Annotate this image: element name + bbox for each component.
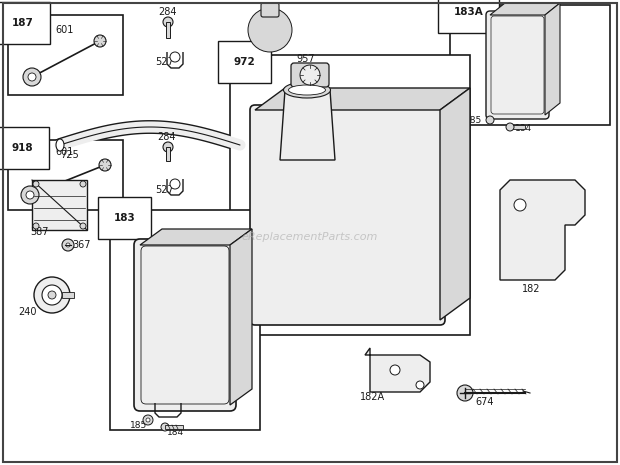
- Circle shape: [80, 181, 86, 187]
- Text: 184: 184: [515, 124, 532, 133]
- Text: 387: 387: [30, 227, 48, 237]
- Text: 918: 918: [12, 143, 33, 153]
- Polygon shape: [490, 3, 560, 15]
- Circle shape: [248, 8, 292, 52]
- Bar: [110, 210, 260, 430]
- Circle shape: [390, 365, 400, 375]
- Polygon shape: [230, 229, 252, 405]
- Circle shape: [163, 142, 173, 152]
- Ellipse shape: [283, 82, 330, 98]
- FancyBboxPatch shape: [291, 63, 329, 87]
- Bar: [32, 180, 87, 230]
- Circle shape: [33, 181, 39, 187]
- Circle shape: [506, 123, 514, 131]
- Polygon shape: [255, 88, 470, 110]
- Bar: [8, 15, 123, 95]
- Circle shape: [251, 11, 289, 49]
- Circle shape: [94, 35, 106, 47]
- Circle shape: [42, 285, 62, 305]
- Text: 284: 284: [157, 132, 175, 142]
- Polygon shape: [500, 180, 585, 280]
- Text: 185: 185: [465, 116, 482, 125]
- Bar: [230, 55, 470, 335]
- Text: 674: 674: [475, 397, 494, 407]
- Circle shape: [161, 423, 169, 431]
- Bar: [509, 125, 525, 129]
- Text: 601: 601: [55, 147, 73, 157]
- Bar: [62, 292, 74, 298]
- Polygon shape: [440, 88, 470, 320]
- Text: 972: 972: [234, 57, 255, 67]
- Text: 182A: 182A: [360, 392, 385, 402]
- Bar: [166, 147, 170, 161]
- FancyBboxPatch shape: [486, 11, 549, 119]
- Bar: [166, 22, 170, 38]
- Ellipse shape: [56, 139, 64, 151]
- Circle shape: [416, 381, 424, 389]
- Circle shape: [514, 199, 526, 211]
- Circle shape: [143, 415, 153, 425]
- Circle shape: [26, 191, 34, 199]
- Text: 185: 185: [130, 421, 148, 430]
- Circle shape: [21, 186, 39, 204]
- FancyBboxPatch shape: [261, 3, 279, 17]
- Circle shape: [99, 159, 111, 171]
- Text: 240: 240: [18, 307, 37, 317]
- Polygon shape: [280, 90, 335, 160]
- Bar: [165, 425, 183, 429]
- Circle shape: [300, 65, 320, 85]
- Polygon shape: [545, 3, 560, 115]
- Text: 182: 182: [522, 284, 541, 294]
- Circle shape: [33, 223, 39, 229]
- Text: 187: 187: [12, 18, 34, 28]
- Text: 183: 183: [114, 213, 136, 223]
- Text: eReplacementParts.com: eReplacementParts.com: [242, 232, 378, 242]
- Text: 527: 527: [155, 185, 174, 195]
- Text: 284: 284: [158, 7, 177, 17]
- Polygon shape: [365, 348, 430, 392]
- Circle shape: [254, 14, 286, 46]
- Text: 183A: 183A: [454, 7, 484, 17]
- Text: 725: 725: [60, 150, 79, 160]
- Circle shape: [66, 243, 70, 247]
- Circle shape: [486, 116, 494, 124]
- Bar: [8, 140, 123, 210]
- FancyBboxPatch shape: [134, 239, 236, 411]
- Circle shape: [28, 73, 36, 81]
- Ellipse shape: [288, 85, 326, 95]
- Text: 367: 367: [72, 240, 91, 250]
- Circle shape: [163, 17, 173, 27]
- Text: 957: 957: [296, 54, 314, 64]
- Circle shape: [170, 179, 180, 189]
- Text: 181: 181: [256, 48, 275, 58]
- Bar: [450, 5, 610, 125]
- FancyBboxPatch shape: [250, 105, 445, 325]
- Circle shape: [80, 223, 86, 229]
- Text: 527: 527: [155, 57, 174, 67]
- Text: 601: 601: [55, 25, 73, 35]
- Text: 184: 184: [167, 428, 184, 437]
- Polygon shape: [140, 229, 252, 245]
- Circle shape: [146, 418, 150, 422]
- Circle shape: [457, 385, 473, 401]
- Circle shape: [23, 68, 41, 86]
- Circle shape: [34, 277, 70, 313]
- Circle shape: [48, 291, 56, 299]
- Circle shape: [62, 239, 74, 251]
- Circle shape: [170, 52, 180, 62]
